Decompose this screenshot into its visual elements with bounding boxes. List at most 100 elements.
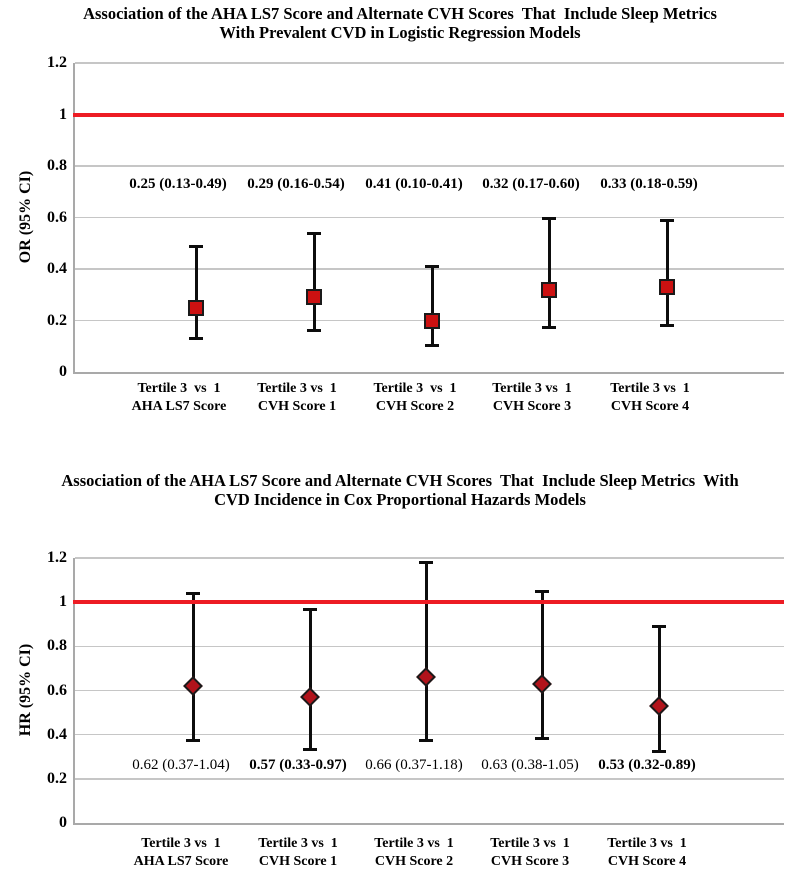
ci-error-bar <box>430 266 434 347</box>
x-axis-category-label: Tertile 3 vs 1 CVH Score 1 <box>257 380 337 416</box>
point-estimate-label: 0.57 (0.33-0.97) <box>249 757 347 773</box>
chart1-y-axis-label: OR (95% CI) <box>17 170 34 264</box>
chart2-title-line1: Association of the AHA LS7 Score and Alt… <box>61 471 739 490</box>
y-axis-tick-label: 0.6 <box>47 208 67 226</box>
reference-line <box>73 600 784 605</box>
data-point-marker <box>659 279 675 296</box>
ci-upper-cap <box>419 561 433 565</box>
ci-upper-cap <box>307 231 321 235</box>
y-axis-tick-label: 0.4 <box>47 260 67 277</box>
y-axis-tick-label: 0.8 <box>47 637 67 655</box>
ci-error-bar <box>194 245 198 339</box>
ci-lower-cap <box>652 750 666 754</box>
chart2-plot-area: 1.2 1 0.8 0.6 0.4 0.2 0 0.62 (0.37-1.04) 0.57 (0… <box>47 549 784 869</box>
data-point-marker <box>306 289 322 306</box>
ci-upper-cap <box>303 607 317 611</box>
point-estimate-label: 0.41 (0.10-0.41) <box>365 176 463 192</box>
ci-lower-cap <box>535 737 549 741</box>
category-label-line1: Tertile 3 vs 1 <box>257 381 337 396</box>
category-label-line2: CVH Score 2 <box>375 399 455 414</box>
data-point-marker <box>188 299 204 316</box>
y-axis-tick-label: 0 <box>59 814 67 831</box>
category-label-line2: CVH Score 3 <box>492 399 572 414</box>
y-axis-tick-label: 1 <box>59 593 67 611</box>
category-label-line2: AHA LS7 Score <box>133 854 229 869</box>
ci-lower-cap <box>425 344 439 348</box>
y-gridline <box>75 733 784 736</box>
category-label-line2: CVH Score 4 <box>607 854 687 869</box>
y-gridline <box>75 165 784 167</box>
data-point-marker <box>532 673 552 694</box>
y-axis-tick-label: 0.4 <box>47 725 67 743</box>
ci-lower-cap <box>186 739 200 743</box>
chart2-y-axis-label: HR (95% CI) <box>17 643 34 737</box>
ci-upper-cap <box>189 244 203 248</box>
category-label-line2: CVH Score 2 <box>374 854 454 869</box>
chart1-title-line2: With Prevalent CVD in Logistic Regressio… <box>219 23 581 42</box>
category-label-line1: Tertile 3 vs 1 <box>374 836 454 851</box>
category-label-line2: AHA LS7 Score <box>131 399 227 414</box>
x-axis-category-label: Tertile 3 vs 1 CVH Score 4 <box>610 380 690 416</box>
ci-upper-cap <box>186 592 200 596</box>
category-label-line1: Tertile 3 vs 1 <box>137 381 221 396</box>
data-point-marker <box>541 281 557 298</box>
point-estimate-label: 0.53 (0.32-0.89) <box>598 757 696 773</box>
y-gridline <box>75 319 784 322</box>
category-label-line1: Tertile 3 vs 1 <box>258 836 338 851</box>
chart2-title-line2: CVD Incidence in Cox Proportional Hazard… <box>214 490 586 509</box>
x-axis-category-label: Tertile 3 vs 1 CVH Score 2 <box>373 380 456 416</box>
y-gridline <box>75 778 784 780</box>
ci-error-bar <box>547 217 551 329</box>
x-axis-category-label: Tertile 3 vs 1 CVH Score 2 <box>374 835 454 871</box>
ci-upper-cap <box>425 265 439 269</box>
ci-error-bar <box>308 608 312 751</box>
ci-error-bar <box>657 626 661 753</box>
point-estimate-label: 0.32 (0.17-0.60) <box>482 176 580 192</box>
point-estimate-label: 0.62 (0.37-1.04) <box>132 757 230 773</box>
category-label-line2: CVH Score 1 <box>258 854 338 869</box>
data-point-marker <box>300 687 320 708</box>
y-gridline <box>75 216 784 219</box>
ci-error-bar <box>312 232 316 331</box>
category-label-line1: Tertile 3 vs 1 <box>373 381 457 396</box>
y-axis-tick-label: 0.8 <box>47 157 67 174</box>
category-label-line1: Tertile 3 vs 1 <box>492 381 572 396</box>
category-label-line2: CVH Score 1 <box>257 399 337 414</box>
data-point-marker <box>183 676 203 696</box>
y-gridline <box>75 268 784 270</box>
category-label-line1: Tertile 3 vs 1 <box>141 836 221 851</box>
ci-lower-cap <box>660 323 674 327</box>
x-axis-category-label: Tertile 3 vs 1 CVH Score 3 <box>490 835 570 871</box>
data-point-marker <box>424 312 440 329</box>
x-axis-category-label: Tertile 3 vs 1 CVH Score 3 <box>492 380 572 416</box>
y-axis-tick-label: 0.2 <box>47 311 67 329</box>
category-label-line1: Tertile 3 vs 1 <box>490 836 570 851</box>
ci-lower-cap <box>189 336 203 340</box>
ci-lower-cap <box>419 739 433 743</box>
point-estimate-label: 0.33 (0.18-0.59) <box>600 176 698 192</box>
y-axis-tick-label: 1 <box>59 105 67 123</box>
ci-error-bar <box>540 591 544 740</box>
category-label-line2: CVH Score 3 <box>490 854 570 869</box>
y-axis-tick-label: 1.2 <box>47 549 67 566</box>
ci-lower-cap <box>303 748 317 752</box>
data-point-marker <box>649 696 669 716</box>
ci-upper-cap <box>535 590 549 594</box>
reference-line <box>73 112 784 117</box>
ci-error-bar <box>424 562 428 742</box>
y-gridline <box>75 557 784 559</box>
point-estimate-label: 0.29 (0.16-0.54) <box>247 176 345 192</box>
point-estimate-label: 0.63 (0.38-1.05) <box>481 757 579 773</box>
category-label-line1: Tertile 3 vs 1 <box>607 836 687 851</box>
chart1-plot-area: 1.2 1 0.8 0.6 0.4 0.2 0 0.25 (0.13-0.49) 0.29 (0… <box>47 54 784 414</box>
x-axis-category-label: Tertile 3 vs 1 AHA LS7 Score <box>134 835 229 871</box>
y-axis-tick-label: 1.2 <box>47 54 67 71</box>
y-gridline <box>75 689 784 692</box>
category-label-line2: CVH Score 4 <box>610 399 690 414</box>
ci-lower-cap <box>307 328 321 332</box>
x-axis-category-label: Tertile 3 vs 1 CVH Score 4 <box>607 835 687 871</box>
ci-lower-cap <box>542 326 556 330</box>
x-axis-category-label: Tertile 3 vs 1 AHA LS7 Score <box>132 380 227 416</box>
